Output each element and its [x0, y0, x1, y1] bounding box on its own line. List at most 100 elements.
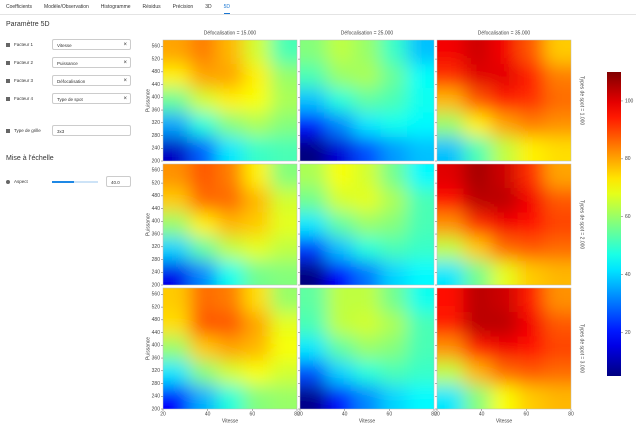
panel-frame [299, 287, 435, 410]
heat-cell [300, 288, 328, 313]
clear-button[interactable]: × [123, 59, 127, 66]
heat-cell [189, 288, 218, 313]
heat-cell [163, 312, 191, 337]
heat-cell [437, 164, 465, 189]
heat-cell [380, 188, 408, 213]
heatmap [300, 164, 434, 285]
heat-cell [163, 188, 191, 213]
heat-cell [544, 40, 571, 65]
y-tick-label: 360 [152, 107, 161, 113]
tab[interactable]: Résidus [142, 4, 161, 10]
x-tick-label: 20 [297, 411, 303, 417]
heat-cell [270, 40, 297, 65]
heat-cell [353, 212, 381, 238]
number-input[interactable]: 40.0 [106, 176, 131, 187]
heat-cell [163, 260, 191, 285]
y-tick-label: 440 [152, 206, 161, 212]
heat-cell [216, 64, 244, 89]
heat-cell [216, 112, 244, 138]
tab[interactable]: Modèle/Observation [44, 4, 89, 10]
y-tick-label: 480 [152, 317, 161, 323]
heat-cell [517, 188, 545, 213]
heat-cell [189, 336, 218, 362]
heat-cell [353, 288, 381, 313]
tab[interactable]: 5D [223, 0, 230, 14]
heat-cell [243, 164, 271, 189]
heat-cell [163, 40, 191, 65]
tab[interactable]: Précision [172, 4, 194, 10]
heatmap [163, 40, 297, 161]
heat-cell [353, 88, 381, 114]
heat-cell [270, 188, 297, 213]
heat-cell [216, 336, 244, 362]
clear-button[interactable]: × [123, 41, 127, 48]
heat-cell [517, 360, 545, 386]
heat-cell [463, 40, 492, 65]
y-tick-label: 560 [152, 168, 161, 174]
select[interactable]: 3x3 [52, 125, 131, 136]
heat-cell [437, 40, 465, 65]
heat-cell [517, 88, 545, 114]
heat-cell [353, 312, 381, 337]
select[interactable]: Défocalisation × [52, 75, 131, 86]
heat-cell [189, 188, 218, 213]
heat-cell [544, 136, 571, 161]
heat-cell [163, 236, 191, 262]
heat-cell [270, 260, 297, 285]
heat-cell [270, 288, 297, 313]
heat-cell [380, 40, 408, 65]
heat-cell [490, 136, 518, 161]
select[interactable]: Puissance × [52, 57, 131, 68]
column-title: Défocalisation = 25.000 [341, 30, 394, 36]
y-axis-label: Puissance [145, 89, 151, 112]
label: Aspect [14, 179, 28, 184]
clear-button[interactable]: × [123, 77, 127, 84]
heat-cell [463, 88, 492, 114]
heat-cell [380, 64, 408, 89]
y-tick-label: 240 [152, 146, 161, 152]
heat-cell [270, 384, 297, 409]
heat-cell [189, 360, 218, 386]
heat-cell [243, 260, 271, 285]
y-tick-label: 200 [152, 158, 161, 164]
heat-cell [243, 88, 271, 114]
y-tick-label: 520 [152, 304, 161, 310]
tab[interactable]: 3D [205, 4, 212, 10]
heat-cell [326, 164, 355, 189]
heat-cell [326, 212, 355, 238]
heat-cell [517, 212, 545, 238]
x-tick-label: 60 [387, 411, 393, 417]
heat-cell [216, 312, 244, 337]
heat-cell [326, 236, 355, 262]
heat-cell [490, 260, 518, 285]
label: Facteur 3 [14, 78, 34, 83]
label: Facteur 4 [14, 96, 34, 101]
heat-cell [270, 212, 297, 238]
select[interactable]: Vitesse × [52, 39, 131, 50]
tab[interactable]: Coefficients [6, 4, 33, 10]
y-tick-label: 320 [152, 368, 161, 374]
heat-cell [544, 212, 571, 238]
panel [437, 164, 571, 285]
x-tick-label: 20 [160, 411, 166, 417]
heat-cell [490, 360, 518, 386]
tab[interactable]: Histogramme [100, 4, 131, 10]
heat-cell [490, 88, 518, 114]
y-axis-label: Puissance [145, 337, 151, 360]
heat-cell [300, 312, 328, 337]
heat-cell [216, 212, 244, 238]
x-tick-label: 80 [568, 411, 574, 417]
heat-cell [300, 188, 328, 213]
heat-cell [544, 164, 571, 189]
select[interactable]: Type de spot × [52, 93, 131, 104]
slider[interactable] [52, 181, 98, 183]
factor-row: Facteur 1 Vitesse × [6, 39, 132, 51]
heat-cell [300, 384, 328, 409]
clear-button[interactable]: × [123, 95, 127, 102]
heat-cell [163, 212, 191, 238]
heat-cell [189, 136, 218, 161]
heat-cell [270, 88, 297, 114]
heat-cell [517, 236, 545, 262]
heat-cell [216, 136, 244, 161]
